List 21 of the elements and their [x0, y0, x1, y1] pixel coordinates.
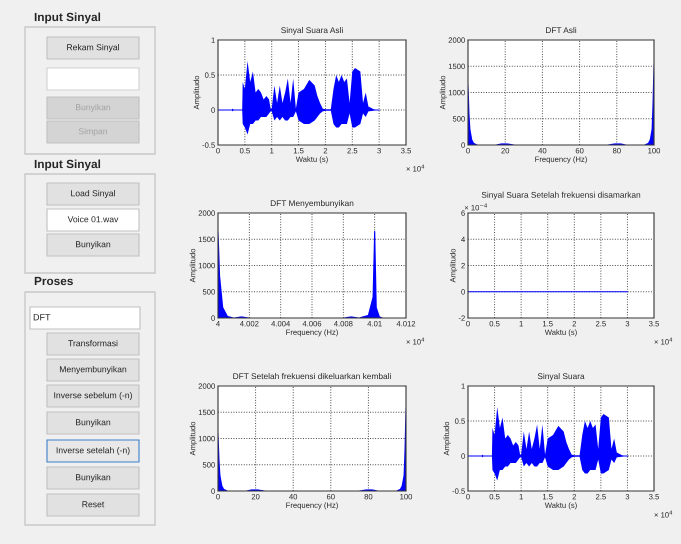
text: Bunyikan	[76, 474, 110, 482]
text: Rekam Sinyal	[67, 44, 119, 52]
text: Input Sinyal	[34, 12, 100, 24]
text: Voice 01.wav	[68, 216, 118, 222]
text: Bunyikan	[76, 418, 110, 428]
text: Inverse setelah (-n)	[56, 446, 130, 456]
text: Load Sinyal	[71, 190, 115, 198]
text: Transformasi	[68, 340, 118, 346]
text: Reset	[82, 501, 104, 508]
chart-title: DFT Menyembunyikan	[270, 200, 354, 208]
chart-title: Sinyal Suara Asli	[281, 27, 343, 35]
text: Inverse sebelum (-n)	[54, 392, 132, 400]
text: Proses	[34, 276, 73, 286]
text: Menyembunyikan	[60, 366, 126, 374]
text: Bunyikan	[76, 240, 110, 250]
text: Input Sinyal	[34, 160, 100, 171]
chart-title: DFT Setelah frekuensi dikeluarkan kembali	[233, 373, 391, 380]
chart-title: Sinyal Suara	[538, 373, 585, 381]
text: DFT	[34, 314, 50, 320]
chart-title: DFT Asli	[546, 27, 576, 34]
chart-title: Sinyal Suara Setelah frekuensi disamarkan	[482, 192, 640, 200]
